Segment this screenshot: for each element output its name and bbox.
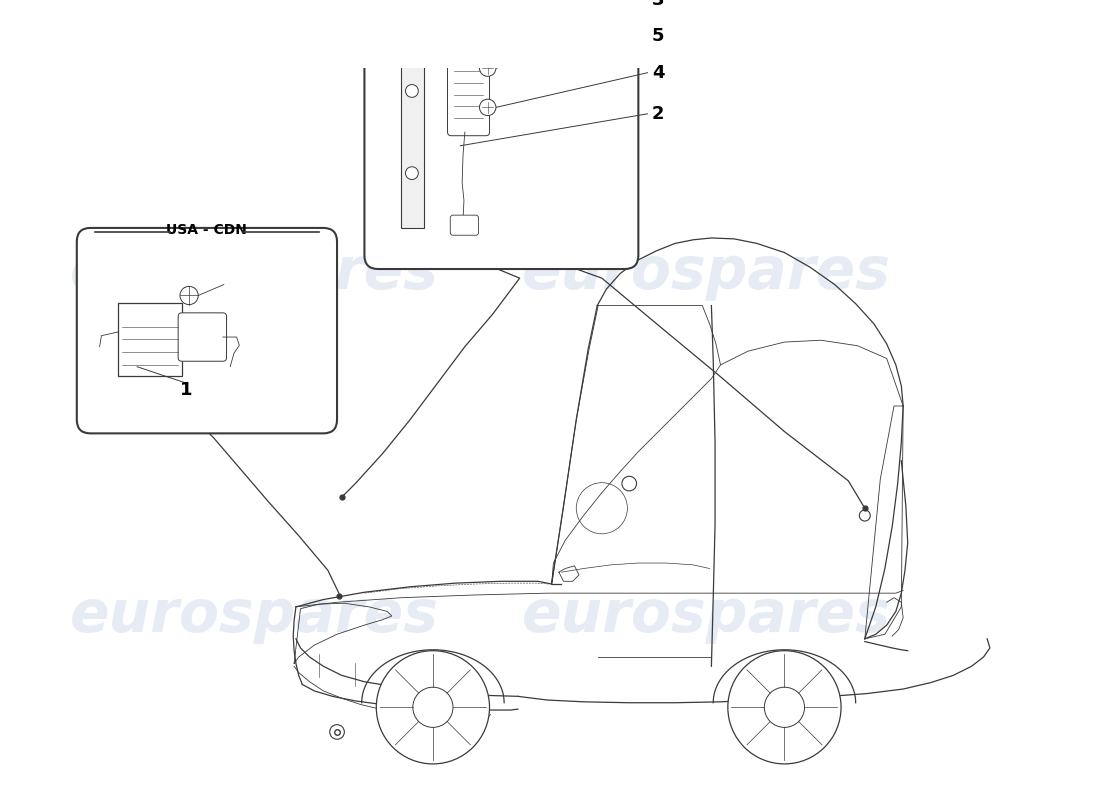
Circle shape [180,286,198,305]
Circle shape [406,166,418,179]
Circle shape [480,23,496,40]
FancyBboxPatch shape [400,0,424,228]
Circle shape [330,725,344,739]
Text: eurospares: eurospares [70,244,439,301]
FancyBboxPatch shape [118,303,182,376]
FancyBboxPatch shape [450,215,478,235]
Text: eurospares: eurospares [522,244,891,301]
FancyBboxPatch shape [178,313,227,362]
Circle shape [376,650,490,764]
Text: eurospares: eurospares [522,587,891,645]
FancyBboxPatch shape [77,228,337,434]
Text: eurospares: eurospares [70,587,439,645]
Circle shape [480,99,496,116]
Circle shape [859,510,870,521]
Text: USA - CDN: USA - CDN [166,223,248,237]
Text: 4: 4 [652,64,664,82]
FancyBboxPatch shape [400,0,502,36]
Circle shape [728,650,842,764]
Circle shape [412,687,453,727]
Text: 5: 5 [652,27,664,45]
Text: 3: 3 [652,0,664,9]
FancyBboxPatch shape [448,46,490,136]
FancyBboxPatch shape [444,27,476,53]
Text: 1: 1 [180,382,192,399]
Circle shape [406,30,418,42]
Circle shape [480,60,496,76]
FancyBboxPatch shape [364,0,638,269]
Circle shape [406,85,418,98]
Circle shape [764,687,804,727]
Text: 2: 2 [652,105,664,122]
Circle shape [621,476,637,491]
